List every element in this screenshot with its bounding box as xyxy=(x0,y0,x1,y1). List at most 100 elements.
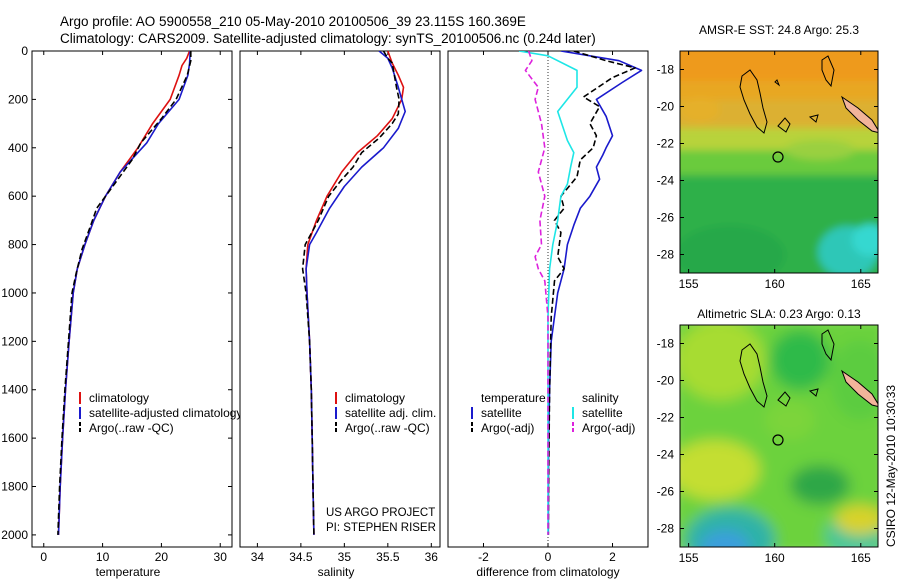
temperature-x-ticks: 0 10 20 30 xyxy=(40,51,227,564)
map-y-tick-label: -24 xyxy=(657,174,675,188)
x-tick-label: 30 xyxy=(214,550,228,564)
sla-map-title: Altimetric SLA: 0.23 Argo: 0.13 xyxy=(697,307,861,321)
island-outline xyxy=(739,343,768,408)
x-tick-label: 35 xyxy=(338,550,352,564)
credit-text: US ARGO PROJECT xyxy=(326,507,435,519)
depth-tick-label: 2000 xyxy=(1,528,28,542)
series-line-temperature-argo-adj xyxy=(547,51,636,535)
sst-map-field xyxy=(680,51,878,273)
x-tick-label: 0 xyxy=(40,550,47,564)
legend-temperature-heading: temperature xyxy=(481,391,546,405)
legend-label-argo: Argo(..raw -QC) xyxy=(345,421,430,435)
map-y-tick-label: -20 xyxy=(657,374,675,388)
sla-map-frame xyxy=(679,324,879,548)
depth-tick-label: 800 xyxy=(8,238,28,252)
x-tick-label: 35.5 xyxy=(376,550,400,564)
island-outline xyxy=(808,388,819,397)
sla-color-field xyxy=(680,325,878,547)
map-y-tick-label: -18 xyxy=(657,63,675,77)
salinity-legend: climatology satellite adj. clim. Argo(..… xyxy=(335,391,436,435)
header-line-2: Climatology: CARS2009. Satellite-adjuste… xyxy=(60,31,596,46)
series-line-salinity-argo-adj xyxy=(524,51,549,535)
x-tick-label: 34.5 xyxy=(289,550,313,564)
island-outline xyxy=(777,391,791,407)
temperature-lines xyxy=(57,51,192,535)
salinity-x-ticks: 34 34.5 35 35.5 36 xyxy=(251,51,439,564)
x-tick-label: 10 xyxy=(96,550,110,564)
sst-map: AMSR-E SST: 24.8 Argo: 25.3 xyxy=(657,23,879,291)
salinity-lines xyxy=(301,51,407,535)
island-outline xyxy=(808,114,819,123)
series-line-salinity-satellite xyxy=(518,51,578,535)
map-x-tick-label: 160 xyxy=(765,277,785,291)
salinity-panel: 34 34.5 35 35.5 36 salinity climatology sate… xyxy=(239,50,441,579)
argo-float-marker xyxy=(772,151,784,163)
legend-label-satellite: satellite adj. clim. xyxy=(345,406,436,420)
legend-label-satellite: satellite-adjusted climatology xyxy=(89,406,242,420)
x-tick-label: 34 xyxy=(251,550,265,564)
sst-map-title: AMSR-E SST: 24.8 Argo: 25.3 xyxy=(699,23,859,37)
salinity-x-label: salinity xyxy=(318,565,355,579)
map-y-tick-label: -18 xyxy=(657,337,675,351)
series-line-argo-raw-qc xyxy=(301,51,400,535)
island-outline xyxy=(777,117,791,133)
map-y-tick-label: -28 xyxy=(657,522,675,536)
sst-map-frame xyxy=(679,50,879,274)
legend-label-sal-argo: Argo(-adj) xyxy=(582,421,635,435)
depth-tick-label: 1800 xyxy=(1,480,28,494)
depth-tick-label: 200 xyxy=(8,92,28,106)
header-line-1: Argo profile: AO 5900558_210 05-May-2010… xyxy=(60,14,526,29)
legend-label-climatology: climatology xyxy=(89,391,149,405)
map-y-tick-label: -20 xyxy=(657,100,675,114)
x-tick-label: 36 xyxy=(425,550,439,564)
salinity-plot-frame xyxy=(239,50,441,548)
x-tick-label: 0 xyxy=(545,550,552,564)
difference-legend: temperature salinity satellite Argo(-adj… xyxy=(471,391,635,435)
legend-label-temp-argo: Argo(-adj) xyxy=(481,421,534,435)
map-y-tick-label: -26 xyxy=(657,211,675,225)
depth-tick-label: 0 xyxy=(21,44,28,58)
pi-text: PI: STEPHEN RISER xyxy=(326,522,436,534)
legend-label-temp-satellite: satellite xyxy=(481,406,522,420)
legend-label-climatology: climatology xyxy=(345,391,405,405)
map-x-tick-label: 160 xyxy=(765,551,785,565)
sst-map-ticks: 155 160 165 -18 -20 -22 -24 -26 -28 xyxy=(657,51,878,291)
map-x-tick-label: 165 xyxy=(851,551,871,565)
sla-map-ticks: 155 160 165 -18 -20 -22 -24 -26 -28 xyxy=(657,325,878,565)
depth-tick-label: 400 xyxy=(8,141,28,155)
map-y-tick-label: -22 xyxy=(657,137,675,151)
map-x-tick-label: 155 xyxy=(679,277,699,291)
difference-x-label: difference from climatology xyxy=(476,565,619,579)
x-tick-label: -2 xyxy=(478,550,489,564)
temperature-legend: climatology satellite-adjusted climatolo… xyxy=(79,391,242,435)
difference-panel: -2 0 2 difference from climatology tempera… xyxy=(447,50,649,579)
legend-label-argo: Argo(..raw -QC) xyxy=(89,421,174,435)
x-tick-label: 2 xyxy=(609,550,616,564)
depth-tick-label: 1000 xyxy=(1,286,28,300)
map-x-tick-label: 155 xyxy=(679,551,699,565)
temperature-x-label: temperature xyxy=(96,565,161,579)
series-line-argo-raw-qc xyxy=(57,51,192,535)
island-outline xyxy=(774,79,781,87)
map-y-tick-label: -22 xyxy=(657,411,675,425)
map-y-tick-label: -24 xyxy=(657,448,675,462)
map-y-tick-label: -28 xyxy=(657,248,675,262)
island-outline xyxy=(821,55,835,88)
temperature-plot-frame xyxy=(31,50,233,548)
new-caledonia-land xyxy=(840,369,878,408)
footer-stamp: CSIRO 12-May-2010 10:30:33 xyxy=(884,385,898,547)
x-tick-label: 20 xyxy=(155,550,169,564)
legend-label-sal-satellite: satellite xyxy=(582,406,623,420)
depth-tick-label: 1200 xyxy=(1,334,28,348)
sla-map: Altimetric SLA: 0.23 Argo: 0.13 xyxy=(657,307,879,565)
legend-salinity-heading: salinity xyxy=(582,391,619,405)
sla-map-field xyxy=(680,325,878,547)
difference-x-ticks: -2 0 2 xyxy=(478,51,616,564)
map-y-tick-label: -26 xyxy=(657,485,675,499)
new-caledonia-land xyxy=(840,95,878,134)
series-line-temperature-satellite xyxy=(547,51,643,535)
sst-color-field xyxy=(680,51,878,273)
argo-float-marker xyxy=(772,434,784,446)
